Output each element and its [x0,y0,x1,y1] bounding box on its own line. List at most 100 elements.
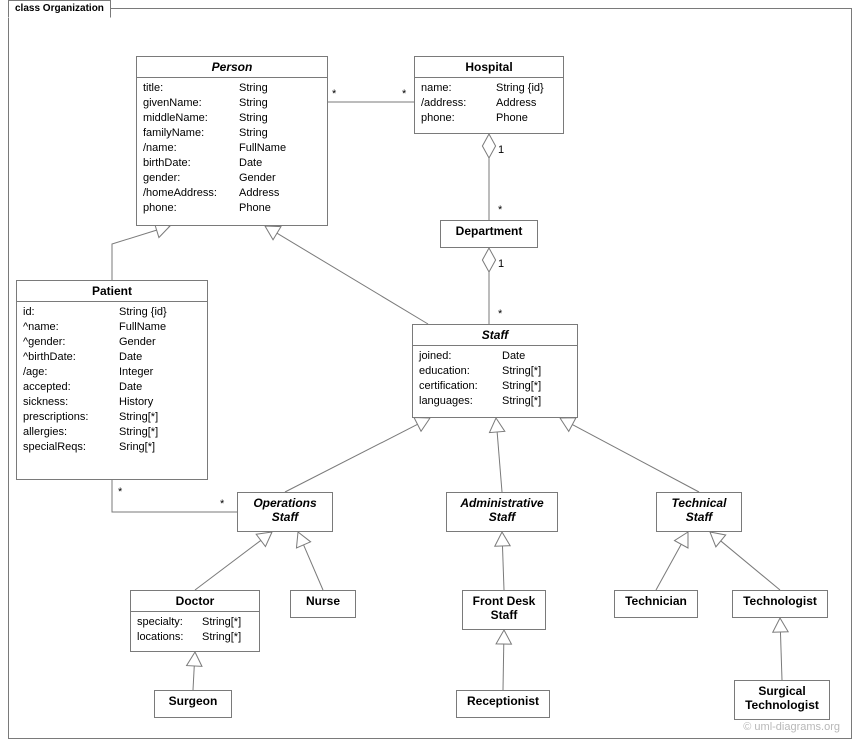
attr-type: String {id} [496,81,544,96]
attr-row: familyName:String [143,126,321,141]
attr-row: /name:FullName [143,141,321,156]
attr-row: languages:String[*] [419,394,571,409]
attr-row: middleName:String [143,111,321,126]
attr-row: locations:String[*] [137,630,253,645]
attr-type: Sring[*] [119,440,155,455]
attr-name: prescriptions: [23,410,119,425]
attr-name: title: [143,81,239,96]
class-title: TechnicalStaff [657,493,741,527]
multiplicity-label: * [118,486,122,498]
watermark: © uml-diagrams.org [743,721,840,733]
multiplicity-label: * [220,498,224,510]
attr-name: certification: [419,379,502,394]
attr-name: allergies: [23,425,119,440]
class-SurgicalTechnologist: SurgicalTechnologist [734,680,830,720]
attr-type: String[*] [202,630,241,645]
class-title: Receptionist [457,691,549,711]
class-title: Hospital [415,57,563,78]
attr-name: id: [23,305,119,320]
attr-row: ^gender:Gender [23,335,201,350]
attr-row: gender:Gender [143,171,321,186]
class-AdministrativeStaff: AdministrativeStaff [446,492,558,532]
attr-name: /address: [421,96,496,111]
attr-row: specialReqs:Sring[*] [23,440,201,455]
attr-name: /homeAddress: [143,186,239,201]
multiplicity-label: * [498,308,502,320]
attr-name: specialty: [137,615,202,630]
attr-name: ^name: [23,320,119,335]
class-Staff: Staffjoined:Dateeducation:String[*]certi… [412,324,578,418]
class-title: Department [441,221,537,241]
attr-name: specialReqs: [23,440,119,455]
attr-type: String[*] [119,425,158,440]
class-OperationsStaff: OperationsStaff [237,492,333,532]
class-title: Front DeskStaff [463,591,545,625]
class-body: id:String {id}^name:FullName^gender:Gend… [17,302,207,458]
attr-name: familyName: [143,126,239,141]
attr-row: sickness:History [23,395,201,410]
attr-row: id:String {id} [23,305,201,320]
attr-type: History [119,395,153,410]
attr-type: Gender [239,171,276,186]
class-Hospital: Hospitalname:String {id}/address:Address… [414,56,564,134]
attr-row: givenName:String [143,96,321,111]
attr-name: /age: [23,365,119,380]
attr-type: Date [119,380,142,395]
multiplicity-label: 1 [498,144,504,156]
class-title: Doctor [131,591,259,612]
class-Department: Department [440,220,538,248]
class-Doctor: Doctorspecialty:String[*]locations:Strin… [130,590,260,652]
attr-type: String[*] [502,394,541,409]
attr-type: FullName [239,141,286,156]
attr-row: specialty:String[*] [137,615,253,630]
attr-type: String[*] [119,410,158,425]
attr-row: ^birthDate:Date [23,350,201,365]
attr-name: givenName: [143,96,239,111]
attr-name: joined: [419,349,502,364]
attr-type: String {id} [119,305,167,320]
attr-type: String [239,126,268,141]
attr-name: gender: [143,171,239,186]
class-Receptionist: Receptionist [456,690,550,718]
attr-row: phone:Phone [421,111,557,126]
class-title: Person [137,57,327,78]
attr-row: joined:Date [419,349,571,364]
attr-type: Gender [119,335,156,350]
class-TechnicalStaff: TechnicalStaff [656,492,742,532]
attr-row: name:String {id} [421,81,557,96]
class-Nurse: Nurse [290,590,356,618]
class-FrontDeskStaff: Front DeskStaff [462,590,546,630]
attr-row: ^name:FullName [23,320,201,335]
attr-row: accepted:Date [23,380,201,395]
class-Technician: Technician [614,590,698,618]
attr-name: phone: [143,201,239,216]
attr-type: String [239,111,268,126]
attr-row: /age:Integer [23,365,201,380]
attr-type: Address [239,186,279,201]
class-title: Technologist [733,591,827,611]
class-Person: Persontitle:StringgivenName:Stringmiddle… [136,56,328,226]
attr-row: /homeAddress:Address [143,186,321,201]
attr-name: ^birthDate: [23,350,119,365]
attr-row: certification:String[*] [419,379,571,394]
attr-type: String [239,81,268,96]
class-body: joined:Dateeducation:String[*]certificat… [413,346,577,412]
multiplicity-label: * [498,204,502,216]
attr-row: phone:Phone [143,201,321,216]
attr-name: name: [421,81,496,96]
attr-name: middleName: [143,111,239,126]
class-body: name:String {id}/address:Addressphone:Ph… [415,78,563,129]
class-title: SurgicalTechnologist [735,681,829,715]
attr-name: birthDate: [143,156,239,171]
class-Technologist: Technologist [732,590,828,618]
class-title: Surgeon [155,691,231,711]
attr-name: ^gender: [23,335,119,350]
class-Patient: Patientid:String {id}^name:FullName^gend… [16,280,208,480]
multiplicity-label: * [402,88,406,100]
multiplicity-label: 1 [498,258,504,270]
class-Surgeon: Surgeon [154,690,232,718]
attr-row: /address:Address [421,96,557,111]
attr-type: Date [239,156,262,171]
class-body: specialty:String[*]locations:String[*] [131,612,259,648]
class-title: Nurse [291,591,355,611]
